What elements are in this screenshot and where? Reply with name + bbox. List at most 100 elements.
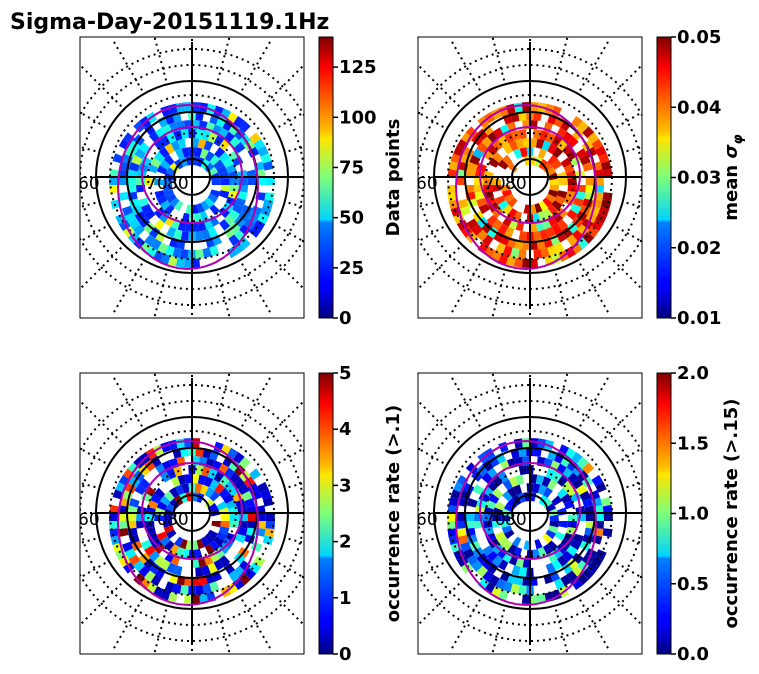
meridian-line	[216, 37, 231, 81]
heat-cell	[498, 589, 509, 601]
heat-cell	[229, 185, 239, 193]
heat-cell	[566, 459, 578, 472]
heat-cell	[492, 185, 502, 192]
heat-cell	[456, 513, 466, 521]
heat-cell	[133, 120, 146, 133]
heat-cell	[202, 583, 212, 594]
heat-cell	[567, 513, 577, 521]
heat-cell	[507, 487, 518, 498]
heat-cell	[167, 255, 178, 267]
heat-cell	[521, 102, 530, 112]
heat-cell	[465, 462, 478, 475]
heat-cell	[515, 557, 525, 568]
heat-cell	[587, 132, 599, 144]
heat-cell	[563, 532, 575, 543]
heat-cell	[163, 525, 174, 534]
heat-cell	[600, 160, 612, 171]
heat-cell	[144, 459, 156, 472]
heat-cell	[225, 196, 237, 207]
heat-cell	[183, 438, 192, 448]
heat-cell	[256, 521, 266, 529]
heat-cell	[228, 459, 240, 472]
heat-cell	[169, 487, 180, 498]
heat-cell	[485, 196, 497, 207]
heat-cell	[173, 565, 183, 576]
heat-cell	[159, 471, 171, 483]
heat-cell	[579, 490, 591, 502]
colorbar-tick-label: 0.05	[677, 27, 721, 48]
heat-cell	[549, 514, 559, 521]
heat-cell	[249, 226, 261, 238]
heat-cell	[492, 543, 504, 555]
heat-cell	[175, 484, 185, 495]
heat-cell	[123, 132, 135, 144]
heat-cell	[216, 501, 228, 511]
heat-cell	[207, 562, 218, 574]
heat-cell	[557, 555, 569, 567]
meridian-line	[111, 373, 143, 427]
heat-cell	[244, 567, 257, 580]
heat-cell	[602, 504, 613, 514]
heat-cell	[192, 438, 201, 448]
heat-cell	[502, 245, 513, 257]
heat-cell	[494, 195, 506, 205]
heat-cell	[554, 242, 565, 254]
heat-cell	[192, 222, 200, 232]
heat-cell	[493, 231, 504, 243]
heat-cell	[166, 132, 177, 144]
colorbar-label: occurrence rate (>.1)	[383, 405, 404, 622]
heat-cell	[136, 513, 146, 521]
heat-cell	[197, 474, 207, 485]
heat-cell	[184, 222, 192, 232]
heat-cell	[163, 154, 175, 166]
heat-cell	[456, 177, 466, 185]
meridian-line	[418, 583, 460, 627]
heat-cell	[465, 513, 475, 521]
heat-cell	[247, 177, 257, 185]
heat-cell	[150, 574, 162, 587]
lat-label-80: 80	[505, 174, 527, 194]
heat-cell	[195, 129, 204, 139]
heat-cell	[552, 547, 564, 559]
axes-content: 60 70 80	[418, 373, 642, 654]
heat-cell	[238, 456, 251, 469]
heat-cell	[466, 498, 478, 508]
heat-cell	[148, 550, 160, 562]
heat-cell	[496, 547, 508, 559]
heat-cell	[547, 540, 559, 552]
colorbar-tick-label: 0.04	[677, 97, 721, 118]
heat-cell	[144, 545, 156, 557]
heat-cell	[488, 493, 500, 504]
heat-cell	[222, 493, 234, 504]
lat-label-80: 80	[167, 510, 189, 530]
heat-cell	[582, 498, 594, 508]
heat-cell	[228, 570, 240, 583]
heat-cell	[164, 143, 175, 155]
meridian-line	[80, 399, 122, 443]
heat-cell	[163, 521, 173, 528]
heat-cell	[154, 190, 165, 199]
heat-cell	[203, 476, 214, 488]
heat-cell	[253, 219, 266, 232]
heat-cell	[573, 533, 584, 544]
heat-cell	[159, 495, 171, 506]
meridian-line	[491, 609, 506, 654]
heat-cell	[577, 224, 589, 236]
heat-cell	[547, 479, 558, 491]
heat-cell	[511, 565, 521, 576]
heat-cell	[447, 504, 458, 514]
heat-cell	[173, 200, 184, 212]
heat-cell	[567, 558, 579, 570]
heat-cell	[192, 558, 200, 568]
heat-cell	[595, 481, 607, 493]
heat-cell	[547, 204, 559, 216]
figure-title: Sigma-Day-20151119.1Hz	[10, 10, 329, 35]
heat-cell	[587, 562, 599, 574]
meridian-line	[554, 37, 569, 81]
heat-cell	[505, 255, 516, 267]
heat-cell	[265, 512, 275, 521]
heat-cell	[138, 565, 150, 578]
heat-cell	[253, 555, 266, 568]
heat-cell	[136, 177, 146, 185]
